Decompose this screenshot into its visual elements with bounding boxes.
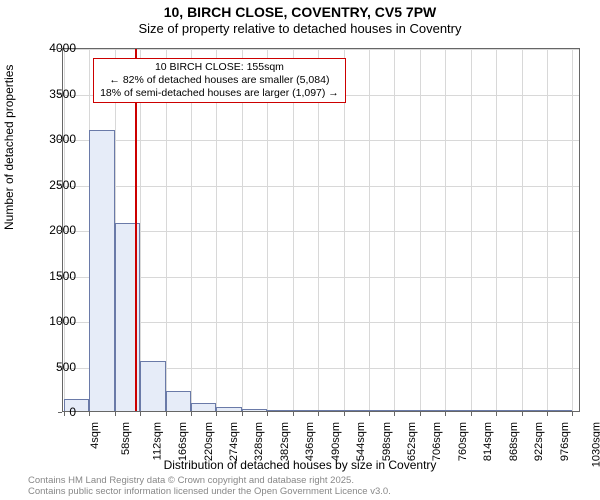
y-tick-mark	[58, 321, 62, 322]
gridline-v	[369, 49, 370, 412]
gridline-v	[496, 49, 497, 412]
title-main: 10, BIRCH CLOSE, COVENTRY, CV5 7PW	[0, 4, 600, 20]
x-tick-label: 328sqm	[254, 422, 266, 461]
y-tick-label: 500	[36, 360, 76, 374]
y-tick-mark	[58, 48, 62, 49]
x-tick-label: 544sqm	[355, 422, 367, 461]
x-tick-label: 4sqm	[89, 422, 101, 449]
x-tick-mark	[166, 412, 167, 416]
y-tick-label: 3500	[36, 87, 76, 101]
footer-line-2: Contains public sector information licen…	[28, 487, 391, 498]
histogram-bar	[140, 361, 165, 412]
annotation-line-3: 18% of semi-detached houses are larger (…	[100, 87, 339, 100]
histogram-bar	[166, 391, 191, 412]
x-tick-mark	[89, 412, 90, 416]
y-tick-mark	[58, 230, 62, 231]
y-tick-label: 1500	[36, 269, 76, 283]
gridline-v	[572, 49, 573, 412]
x-tick-label: 1030sqm	[590, 422, 600, 467]
x-tick-label: 436sqm	[304, 422, 316, 461]
y-tick-label: 1000	[36, 314, 76, 328]
x-tick-label: 814sqm	[482, 422, 494, 461]
y-tick-mark	[58, 139, 62, 140]
x-tick-mark	[191, 412, 192, 416]
y-tick-label: 2500	[36, 178, 76, 192]
y-tick-mark	[58, 276, 62, 277]
footer-attribution: Contains HM Land Registry data © Crown c…	[28, 476, 391, 498]
y-tick-label: 0	[36, 405, 76, 419]
y-tick-mark	[58, 367, 62, 368]
x-tick-label: 598sqm	[381, 422, 393, 461]
x-tick-mark	[140, 412, 141, 416]
x-tick-mark	[216, 412, 217, 416]
x-tick-mark	[547, 412, 548, 416]
gridline-v	[522, 49, 523, 412]
x-tick-label: 976sqm	[559, 422, 571, 461]
x-tick-label: 652sqm	[406, 422, 418, 461]
histogram-bar	[89, 130, 114, 412]
y-axis-title: Number of detached properties	[2, 65, 16, 230]
x-tick-mark	[64, 412, 65, 416]
y-tick-mark	[58, 94, 62, 95]
x-tick-mark	[242, 412, 243, 416]
title-block: 10, BIRCH CLOSE, COVENTRY, CV5 7PW Size …	[0, 0, 600, 36]
plot-area: 10 BIRCH CLOSE: 155sqm← 82% of detached …	[62, 48, 580, 412]
x-tick-mark	[318, 412, 319, 416]
x-tick-label: 382sqm	[279, 422, 291, 461]
x-tick-label: 112sqm	[151, 422, 163, 460]
annotation-line-1: 10 BIRCH CLOSE: 155sqm	[100, 61, 339, 74]
x-tick-label: 58sqm	[120, 422, 132, 455]
x-tick-mark	[115, 412, 116, 416]
gridline-v	[445, 49, 446, 412]
gridline-v	[547, 49, 548, 412]
x-tick-mark	[420, 412, 421, 416]
x-tick-mark	[293, 412, 294, 416]
x-tick-label: 490sqm	[330, 422, 342, 461]
x-tick-mark	[471, 412, 472, 416]
x-tick-label: 166sqm	[177, 422, 189, 461]
x-tick-label: 706sqm	[432, 422, 444, 461]
x-tick-mark	[522, 412, 523, 416]
x-tick-label: 868sqm	[508, 422, 520, 461]
x-tick-mark	[369, 412, 370, 416]
x-tick-mark	[344, 412, 345, 416]
y-tick-label: 2000	[36, 223, 76, 237]
annotation-box: 10 BIRCH CLOSE: 155sqm← 82% of detached …	[93, 58, 346, 103]
x-tick-label: 760sqm	[457, 422, 469, 461]
annotation-line-2: ← 82% of detached houses are smaller (5,…	[100, 74, 339, 87]
title-sub: Size of property relative to detached ho…	[0, 21, 600, 36]
y-tick-label: 4000	[36, 41, 76, 55]
gridline-v	[471, 49, 472, 412]
x-tick-mark	[496, 412, 497, 416]
chart-container: 10, BIRCH CLOSE, COVENTRY, CV5 7PW Size …	[0, 0, 600, 500]
gridline-v	[420, 49, 421, 412]
x-tick-label: 274sqm	[228, 422, 240, 461]
x-tick-mark	[394, 412, 395, 416]
x-tick-mark	[267, 412, 268, 416]
x-tick-label: 220sqm	[203, 422, 215, 461]
y-tick-label: 3000	[36, 132, 76, 146]
y-tick-mark	[58, 412, 62, 413]
gridline-v	[394, 49, 395, 412]
x-tick-mark	[572, 412, 573, 416]
x-tick-mark	[445, 412, 446, 416]
y-tick-mark	[58, 185, 62, 186]
x-tick-label: 922sqm	[533, 422, 545, 461]
